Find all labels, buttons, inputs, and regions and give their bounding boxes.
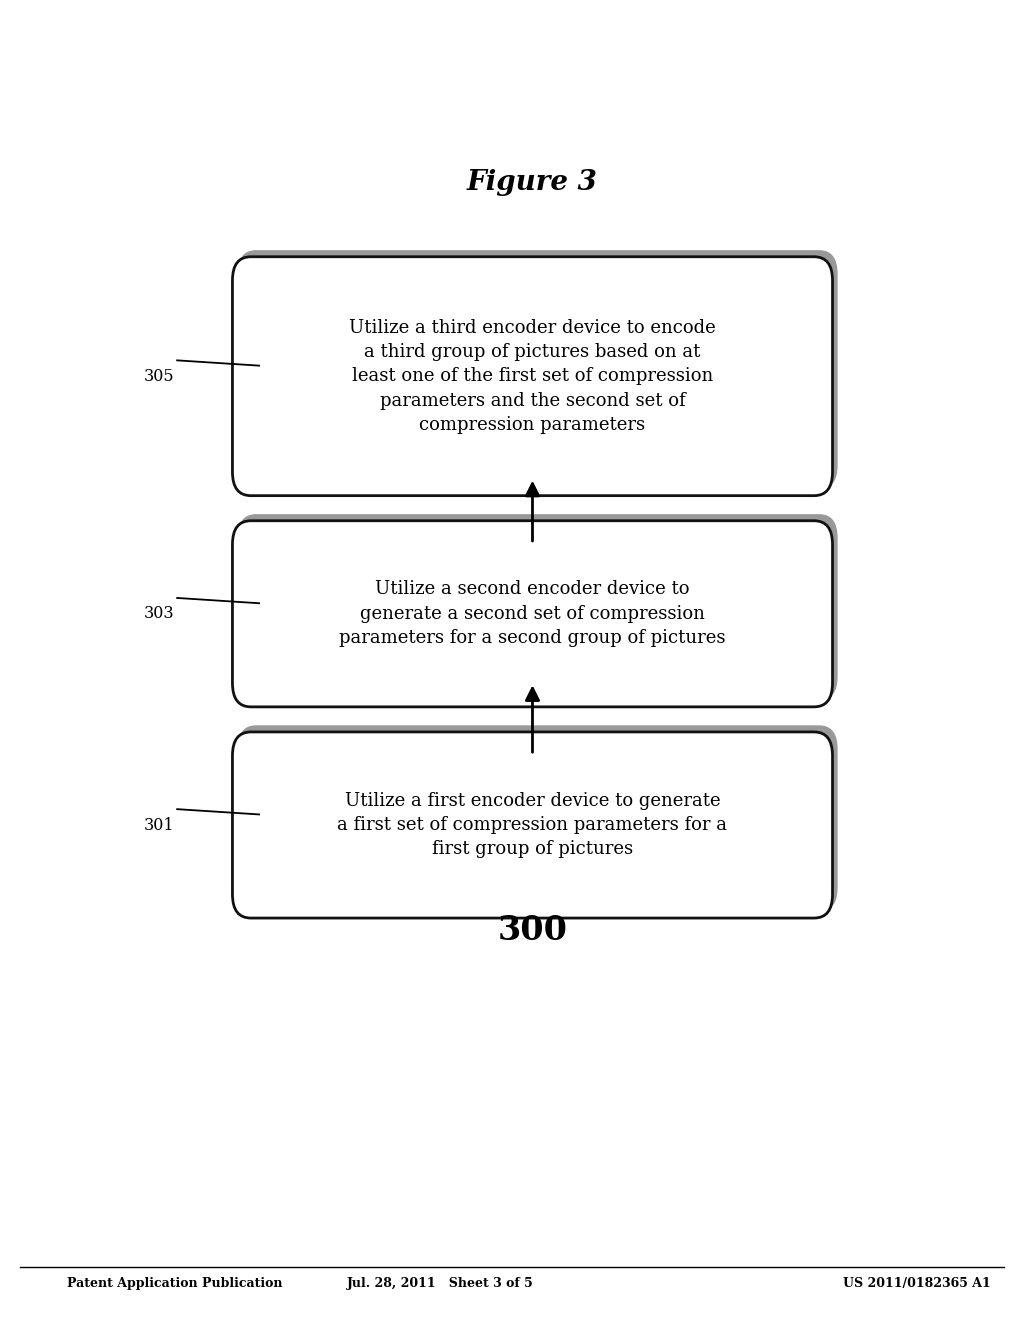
Text: 301: 301 <box>143 817 174 833</box>
FancyBboxPatch shape <box>232 257 833 496</box>
Text: Utilize a second encoder device to
generate a second set of compression
paramete: Utilize a second encoder device to gener… <box>339 581 726 647</box>
FancyBboxPatch shape <box>238 726 838 911</box>
Text: 300: 300 <box>498 913 567 948</box>
Text: 303: 303 <box>143 606 174 622</box>
FancyBboxPatch shape <box>232 731 833 919</box>
Text: Utilize a first encoder device to generate
a first set of compression parameters: Utilize a first encoder device to genera… <box>338 792 727 858</box>
Text: Jul. 28, 2011   Sheet 3 of 5: Jul. 28, 2011 Sheet 3 of 5 <box>347 1276 534 1290</box>
Text: 305: 305 <box>143 368 174 384</box>
FancyBboxPatch shape <box>238 513 838 700</box>
Text: US 2011/0182365 A1: US 2011/0182365 A1 <box>843 1276 990 1290</box>
Text: Utilize a third encoder device to encode
a third group of pictures based on at
l: Utilize a third encoder device to encode… <box>349 318 716 434</box>
FancyBboxPatch shape <box>232 520 833 708</box>
FancyBboxPatch shape <box>238 251 838 490</box>
Text: Patent Application Publication: Patent Application Publication <box>67 1276 282 1290</box>
Text: Figure 3: Figure 3 <box>467 169 598 195</box>
